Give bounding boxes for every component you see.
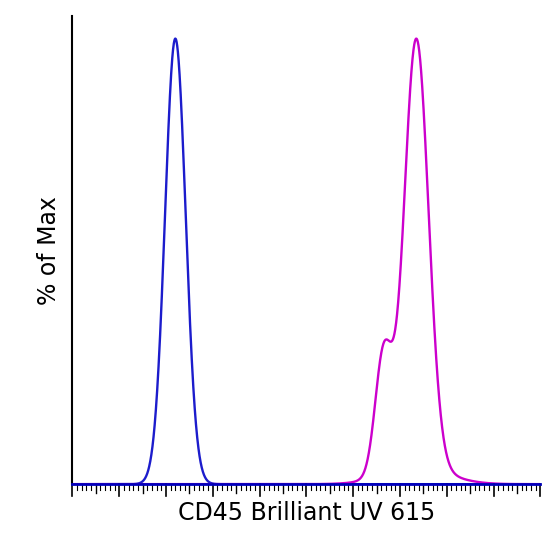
X-axis label: CD45 Brilliant UV 615: CD45 Brilliant UV 615 bbox=[178, 501, 435, 525]
Y-axis label: % of Max: % of Max bbox=[37, 196, 61, 305]
